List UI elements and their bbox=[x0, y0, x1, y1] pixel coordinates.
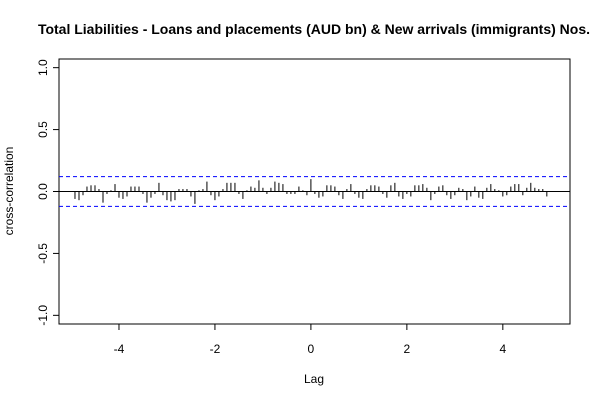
x-tick-label: -4 bbox=[114, 342, 125, 356]
x-tick-label: 4 bbox=[499, 342, 506, 356]
y-axis: -1.0 -0.5 0.0 0.5 1.0 bbox=[36, 59, 59, 326]
y-tick-label: 1.0 bbox=[36, 59, 50, 76]
y-tick-label: 0.0 bbox=[36, 183, 50, 200]
correlation-bars bbox=[74, 179, 548, 204]
x-axis: -4 -2 0 2 4 bbox=[114, 324, 506, 356]
y-tick-label: 0.5 bbox=[36, 121, 50, 138]
y-axis-label: cross-correlation bbox=[2, 147, 16, 236]
chart-title: Total Liabilities - Loans and placements… bbox=[38, 21, 590, 37]
x-tick-label: 2 bbox=[404, 342, 411, 356]
x-axis-label: Lag bbox=[304, 372, 324, 386]
y-tick-label: -0.5 bbox=[36, 243, 50, 264]
x-tick-label: 0 bbox=[308, 342, 315, 356]
y-tick-label: -1.0 bbox=[36, 305, 50, 326]
x-tick-label: -2 bbox=[210, 342, 221, 356]
